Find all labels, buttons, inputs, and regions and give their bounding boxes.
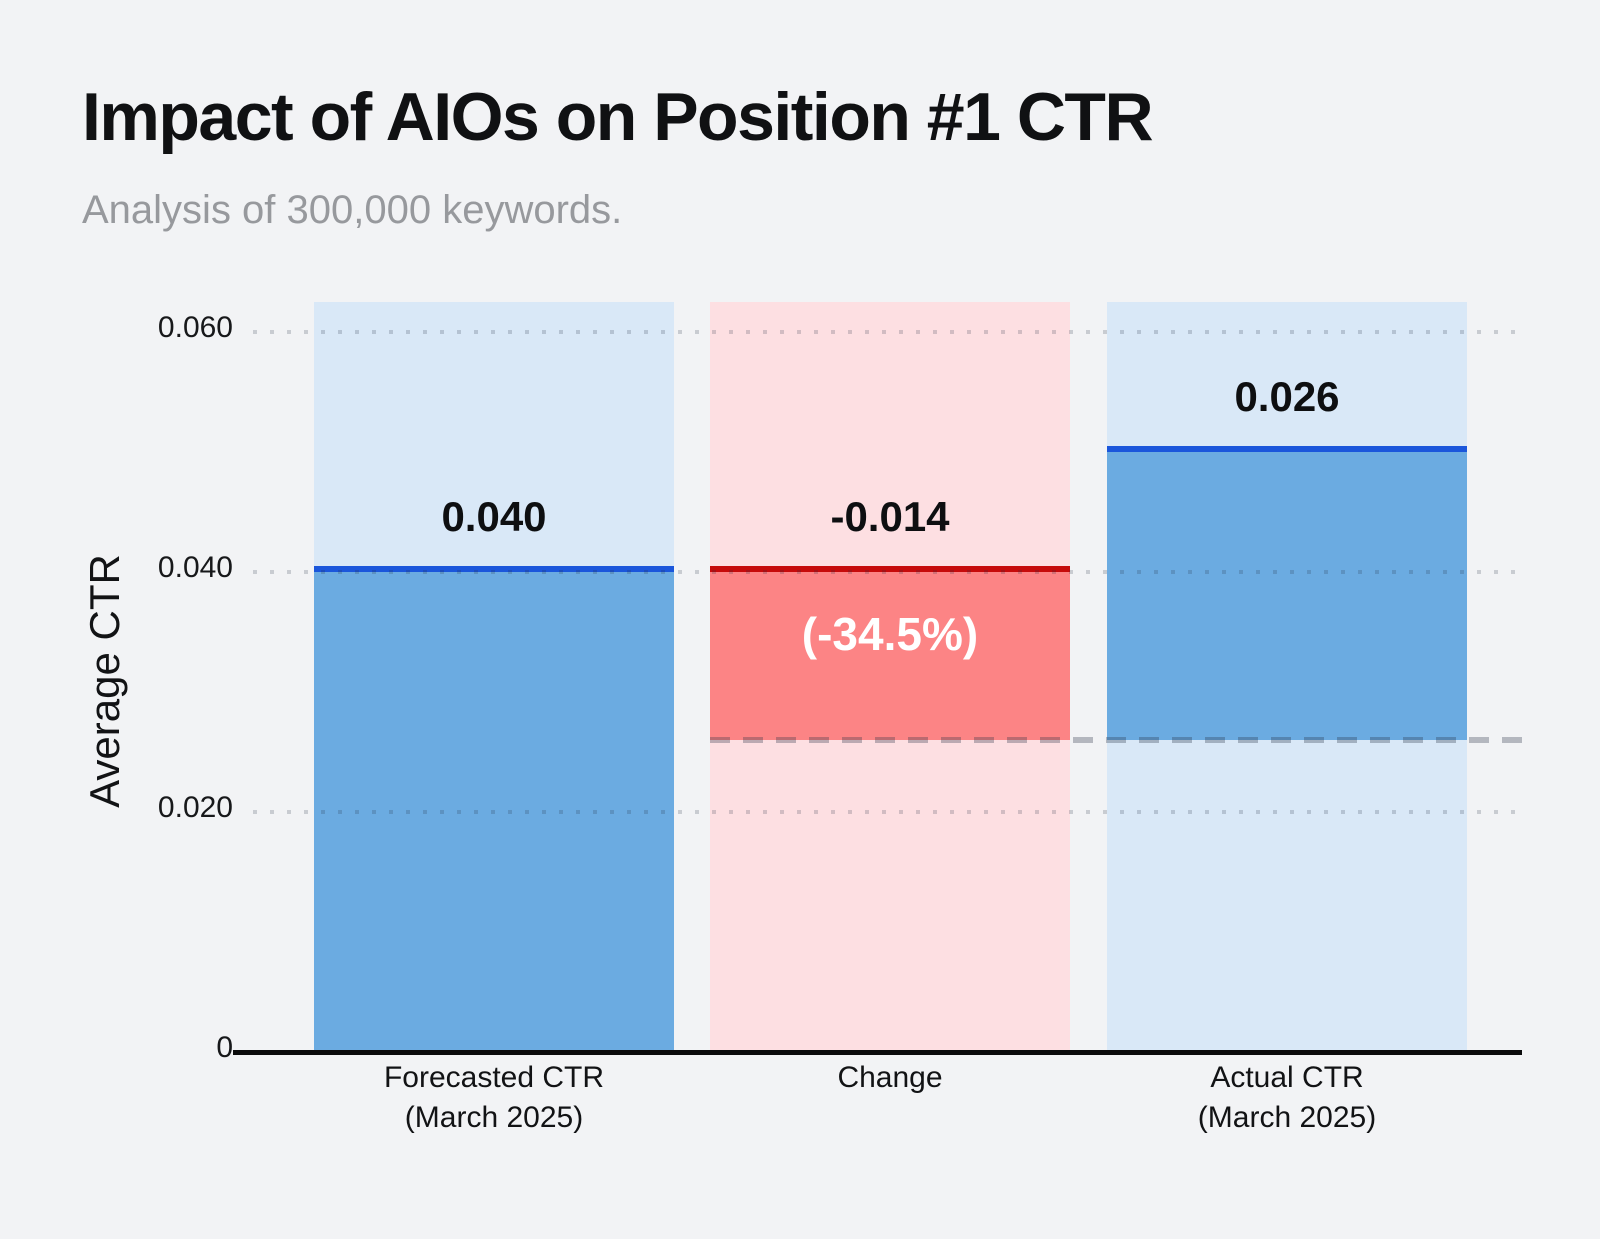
bar-top-line-actual-ctr — [1107, 446, 1467, 452]
y-tick-label-0.060: 0.060 — [157, 311, 233, 344]
x-tick-line: (March 2025) — [404, 1101, 584, 1134]
gridline-0.040 — [253, 570, 1520, 574]
reference-dashed-line — [710, 737, 1522, 743]
value-label-forecasted-ctr: 0.040 — [441, 493, 547, 540]
x-tick-label-change: Change — [680, 1058, 1100, 1098]
chart-subtitle: Analysis of 300,000 keywords. — [82, 188, 623, 232]
x-tick-line: (March 2025) — [1197, 1101, 1377, 1134]
value-label-change: -0.014 — [830, 493, 950, 540]
y-tick-label-0.020: 0.020 — [157, 791, 233, 824]
x-tick-label-forecasted-ctr: Forecasted CTR (March 2025) — [284, 1058, 704, 1138]
x-axis-line — [233, 1050, 1522, 1055]
bar-actual-ctr — [1107, 452, 1467, 740]
x-tick-line: Actual CTR — [1210, 1061, 1364, 1094]
y-axis-title: Average CTR — [81, 554, 128, 808]
bar-top-line-change — [710, 566, 1070, 572]
inner-label-change: (-34.5%) — [801, 608, 979, 660]
x-tick-line: Change — [837, 1061, 943, 1094]
y-tick-label-0.040: 0.040 — [157, 551, 233, 584]
x-tick-label-actual-ctr: Actual CTR (March 2025) — [1077, 1058, 1497, 1138]
gridline-0.020 — [253, 810, 1520, 814]
x-tick-line: Forecasted CTR — [383, 1061, 605, 1094]
bar-change — [710, 572, 1070, 740]
bar-forecasted-ctr — [314, 572, 674, 1050]
chart-title: Impact of AIOs on Position #1 CTR — [82, 79, 1154, 155]
bar-top-line-forecasted-ctr — [314, 566, 674, 572]
gridline-0.060 — [253, 330, 1520, 334]
y-tick-label-0: 0 — [216, 1031, 233, 1064]
value-label-actual-ctr: 0.026 — [1234, 373, 1340, 420]
